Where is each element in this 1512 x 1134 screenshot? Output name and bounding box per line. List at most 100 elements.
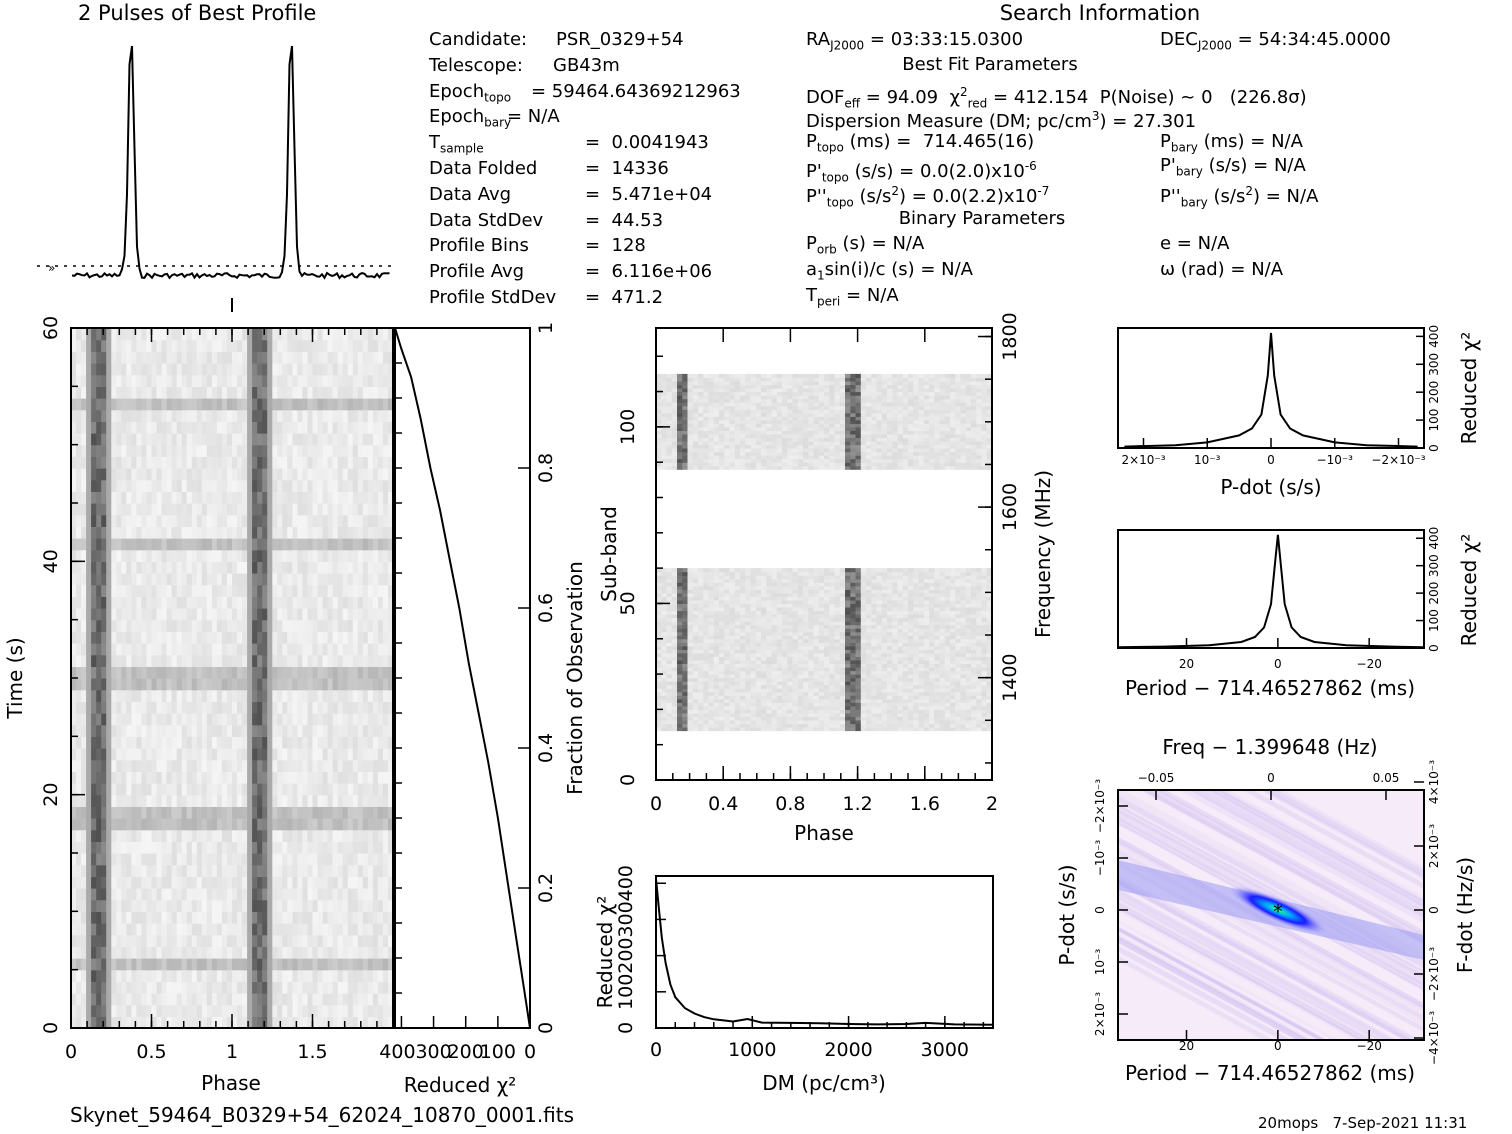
heat-cell [383,340,389,352]
heat-cell [323,900,329,912]
subband-cell [751,688,757,692]
heat-cell [182,911,188,923]
heat-cell [272,736,278,748]
subband-cell [850,727,856,731]
heat-cell [333,468,339,480]
heat-cell [232,1005,238,1017]
heat-cell [167,631,173,643]
heat-cell [338,655,344,667]
heat-cell [172,643,178,655]
heat-cell [378,795,384,807]
heat-cell [242,491,248,503]
subband-cell [719,674,725,678]
heat-cell [212,503,218,515]
heat-cell [277,480,283,492]
heat-cell [232,958,238,970]
subband-cell [913,716,919,720]
heat-cell [197,526,203,538]
heat-cell [353,841,359,853]
heat-cell [197,946,203,958]
heat-cell [383,900,389,912]
heat-cell [187,795,193,807]
heat-cell [152,830,158,842]
subband-cell [982,692,988,696]
heat-cell [147,445,153,457]
heat-cell [136,888,142,900]
heat-cell [121,480,127,492]
heat-cell [162,643,168,655]
heat-cell [302,386,308,398]
heat-cell [302,981,308,993]
heat-cell [116,620,122,632]
heat-cell [96,981,102,993]
subband-cell [913,692,919,696]
heat-cell [91,515,97,527]
heat-cell [126,468,132,480]
heat-cell [247,573,253,585]
heat-cell [152,900,158,912]
heat-cell [106,993,112,1005]
subband-cell [745,699,751,703]
heat-cell [348,538,354,550]
subband-cell [745,713,751,717]
heat-cell [167,643,173,655]
heat-cell [338,690,344,702]
heat-cell [96,900,102,912]
heat-cell [318,713,324,725]
heat-cell [262,841,268,853]
heat-cell [106,713,112,725]
heat-cell [343,643,349,655]
heat-cell [237,1016,243,1028]
heat-cell [121,876,127,888]
heat-cell [262,760,268,772]
heat-cell [297,876,303,888]
subband-cell [919,709,925,713]
heat-cell [222,1005,228,1017]
heat-cell [247,456,253,468]
heat-cell [328,351,334,363]
heat-cell [222,375,228,387]
heat-cell [81,993,87,1005]
subband-cell [961,699,967,703]
subband-cell [892,688,898,692]
subband-cell [814,702,820,706]
heat-cell [232,888,238,900]
heat-cell [292,993,298,1005]
heat-cell [101,468,107,480]
heat-cell [302,876,308,888]
subband-cell [955,720,961,724]
subband-cell [735,727,741,731]
y-tick-label: 0.6 [535,593,557,623]
subband-cell [730,713,736,717]
heat-cell [267,806,273,818]
heat-cell [373,666,379,678]
heat-cell [217,806,223,818]
heat-cell [116,701,122,713]
subband-cell [955,727,961,731]
heat-cell [297,818,303,830]
heat-cell [323,550,329,562]
heat-cell [207,865,213,877]
subband-cell [829,688,835,692]
heat-cell [81,748,87,760]
heat-cell [76,771,82,783]
heat-cell [333,666,339,678]
heat-cell [86,923,92,935]
subband-cell [808,678,814,682]
heat-cell [358,631,364,643]
heat-cell [116,503,122,515]
heat-cell [338,818,344,830]
heat-cell [257,748,263,760]
heat-cell [242,608,248,620]
heat-cell [202,935,208,947]
heat-cell [121,631,127,643]
heat-cell [348,491,354,503]
subband-cell [877,716,883,720]
heat-cell [262,865,268,877]
heat-cell [343,550,349,562]
heat-cell [328,515,334,527]
heat-cell [81,666,87,678]
heat-cell [212,328,218,340]
heat-cell [217,631,223,643]
subband-cell [688,724,694,728]
